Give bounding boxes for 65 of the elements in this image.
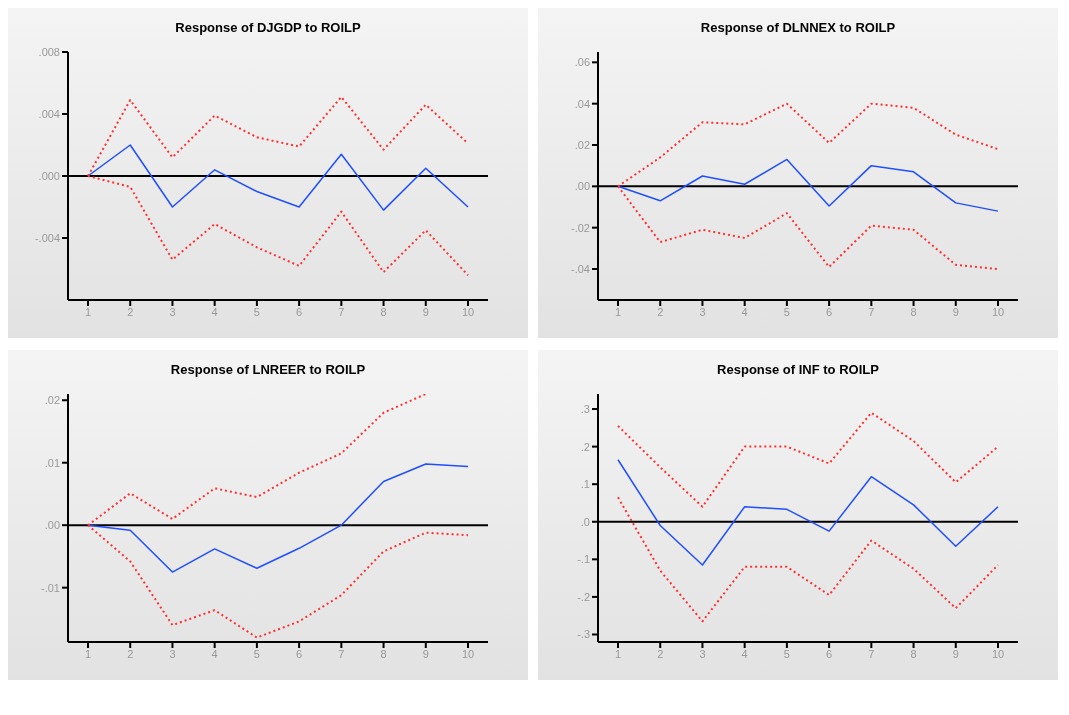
x-tick-label: 7 [868, 647, 875, 660]
y-tick-label: .008 [38, 45, 60, 58]
chart-title: Response of DLNNEX to ROILP [699, 19, 897, 37]
x-tick-label: 4 [211, 305, 218, 318]
x-tick-label: 8 [910, 305, 917, 318]
x-tick-label: 5 [783, 647, 790, 660]
x-tick-label: 1 [614, 305, 622, 318]
y-tick-label: -.02 [571, 221, 590, 234]
x-tick-label: 6 [826, 305, 833, 318]
x-tick-label: 10 [991, 647, 1005, 660]
x-tick-label: 4 [211, 647, 218, 660]
x-tick-label: 3 [699, 647, 706, 660]
x-tick-label: 10 [461, 305, 475, 318]
x-tick-label: 3 [169, 305, 176, 318]
x-tick-label: 6 [296, 305, 303, 318]
x-tick-label: 4 [741, 647, 748, 660]
x-tick-label: 5 [253, 647, 260, 660]
x-tick-label: 10 [461, 647, 475, 660]
x-tick-label: 1 [84, 305, 92, 318]
chart-title: Response of DJGDP to ROILP [174, 19, 362, 37]
y-tick-label: .0 [580, 515, 590, 528]
y-tick-label: .02 [44, 394, 60, 407]
x-tick-label: 7 [338, 305, 345, 318]
x-tick-label: 1 [84, 647, 92, 660]
y-tick-label: .04 [574, 97, 590, 110]
y-tick-label: .01 [44, 456, 60, 469]
x-tick-label: 9 [952, 647, 959, 660]
x-tick-label: 5 [253, 305, 260, 318]
x-tick-label: 8 [380, 647, 387, 660]
chart-title: Response of INF to ROILP [716, 361, 880, 379]
y-tick-label: -.004 [34, 231, 60, 244]
x-tick-label: 2 [127, 647, 134, 660]
y-tick-label: -.2 [577, 590, 590, 603]
x-tick-label: 7 [338, 647, 345, 660]
x-tick-label: 9 [422, 647, 429, 660]
x-tick-label: 6 [296, 647, 303, 660]
x-tick-label: 2 [657, 305, 664, 318]
x-tick-label: 2 [657, 647, 664, 660]
y-tick-label: .00 [44, 519, 60, 532]
y-tick-label: -.1 [577, 553, 590, 566]
y-tick-label: -.3 [577, 628, 590, 641]
y-tick-label: .00 [574, 180, 590, 193]
y-tick-label: .06 [574, 56, 590, 69]
y-tick-label: .004 [38, 107, 60, 120]
chart-title: Response of LNREER to ROILP [169, 361, 367, 379]
x-tick-label: 3 [699, 305, 706, 318]
x-tick-label: 5 [783, 305, 790, 318]
x-tick-label: 9 [422, 305, 429, 318]
x-tick-label: 4 [741, 305, 748, 318]
x-tick-label: 6 [826, 647, 833, 660]
x-tick-label: 2 [127, 305, 134, 318]
x-tick-label: 8 [380, 305, 387, 318]
x-tick-label: 7 [868, 305, 875, 318]
x-tick-label: 9 [952, 305, 959, 318]
y-tick-label: .02 [574, 138, 590, 151]
x-tick-label: 10 [991, 305, 1005, 318]
y-tick-label: .000 [38, 169, 60, 182]
x-tick-label: 3 [169, 647, 176, 660]
y-tick-label: -.01 [41, 581, 60, 594]
y-tick-label: .1 [580, 478, 590, 491]
x-tick-label: 1 [614, 647, 622, 660]
y-tick-label: .3 [580, 402, 590, 415]
y-tick-label: .2 [580, 440, 590, 453]
y-tick-label: -.04 [571, 262, 590, 275]
x-tick-label: 8 [910, 647, 917, 660]
